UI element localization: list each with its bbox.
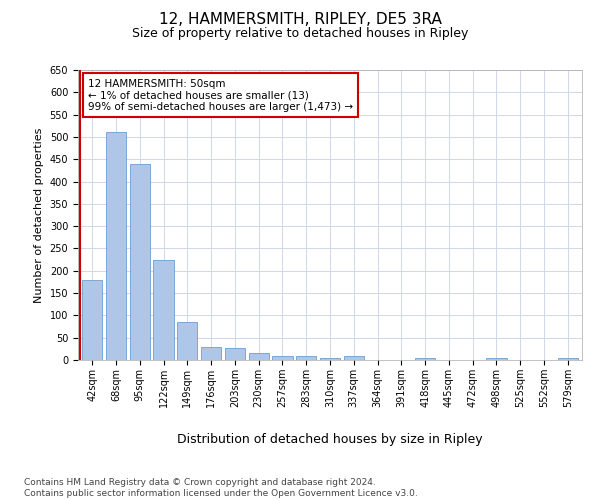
- Bar: [272, 356, 293, 360]
- Bar: [344, 356, 364, 360]
- Text: 12 HAMMERSMITH: 50sqm
← 1% of detached houses are smaller (13)
99% of semi-detac: 12 HAMMERSMITH: 50sqm ← 1% of detached h…: [88, 78, 353, 112]
- Text: 12, HAMMERSMITH, RIPLEY, DE5 3RA: 12, HAMMERSMITH, RIPLEY, DE5 3RA: [158, 12, 442, 28]
- Bar: [248, 354, 269, 360]
- Bar: [201, 346, 221, 360]
- Bar: [154, 260, 173, 360]
- Text: Size of property relative to detached houses in Ripley: Size of property relative to detached ho…: [132, 28, 468, 40]
- Bar: [320, 358, 340, 360]
- Text: Contains HM Land Registry data © Crown copyright and database right 2024.
Contai: Contains HM Land Registry data © Crown c…: [24, 478, 418, 498]
- Bar: [296, 356, 316, 360]
- Bar: [487, 358, 506, 360]
- Bar: [557, 358, 578, 360]
- Bar: [130, 164, 150, 360]
- Bar: [177, 322, 197, 360]
- Bar: [225, 348, 245, 360]
- Text: Distribution of detached houses by size in Ripley: Distribution of detached houses by size …: [177, 432, 483, 446]
- Y-axis label: Number of detached properties: Number of detached properties: [34, 128, 44, 302]
- Bar: [415, 358, 435, 360]
- Bar: [106, 132, 126, 360]
- Bar: [82, 280, 103, 360]
